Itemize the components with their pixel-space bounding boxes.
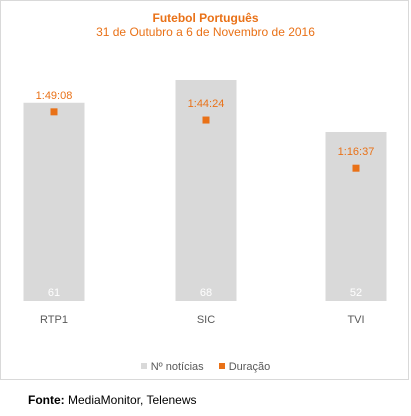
source-label: Fonte:: [28, 393, 65, 407]
duration-marker-rtp1[interactable]: [50, 108, 58, 116]
duration-marker-tvi[interactable]: [352, 164, 360, 172]
chart-panel: Futebol Português 31 de Outubro a 6 de N…: [0, 0, 409, 380]
bar-tvi[interactable]: [325, 132, 387, 301]
source-text: MediaMonitor, Telenews: [64, 393, 197, 407]
chart-legend: Nº notícias Duração: [1, 361, 410, 373]
duration-label: 1:44:24: [188, 98, 225, 110]
duration-label: 1:16:37: [338, 146, 375, 158]
legend-label-noticias: Nº notícias: [150, 361, 204, 374]
bar-value-label: 52: [350, 287, 362, 299]
source-note: Fonte: MediaMonitor, Telenews: [28, 393, 197, 407]
chart-subtitle: 31 de Outubro a 6 de Novembro de 2016: [96, 25, 315, 39]
x-tick-label: SIC: [197, 314, 215, 326]
chart-plot: 61 RTP1 1:49:08 68 SIC 1:44:24 52 TVI 1:16:37: [23, 80, 387, 326]
legend-swatch-noticias: [140, 363, 147, 370]
legend-item-duracao[interactable]: Duração: [218, 361, 271, 374]
legend-item-noticias[interactable]: Nº notícias: [140, 361, 204, 374]
chart-title: Futebol Português: [152, 11, 259, 25]
bar-value-label: 68: [200, 287, 212, 299]
x-tick-label: RTP1: [40, 314, 68, 326]
bar-sic[interactable]: [175, 80, 237, 301]
legend-swatch-duracao: [218, 363, 225, 370]
bar-rtp1[interactable]: [23, 102, 85, 301]
x-tick-label: TVI: [347, 314, 364, 326]
duration-marker-sic[interactable]: [202, 116, 210, 124]
legend-label-duracao: Duração: [228, 361, 271, 374]
bar-value-label: 61: [48, 287, 60, 299]
duration-label: 1:49:08: [36, 90, 73, 102]
